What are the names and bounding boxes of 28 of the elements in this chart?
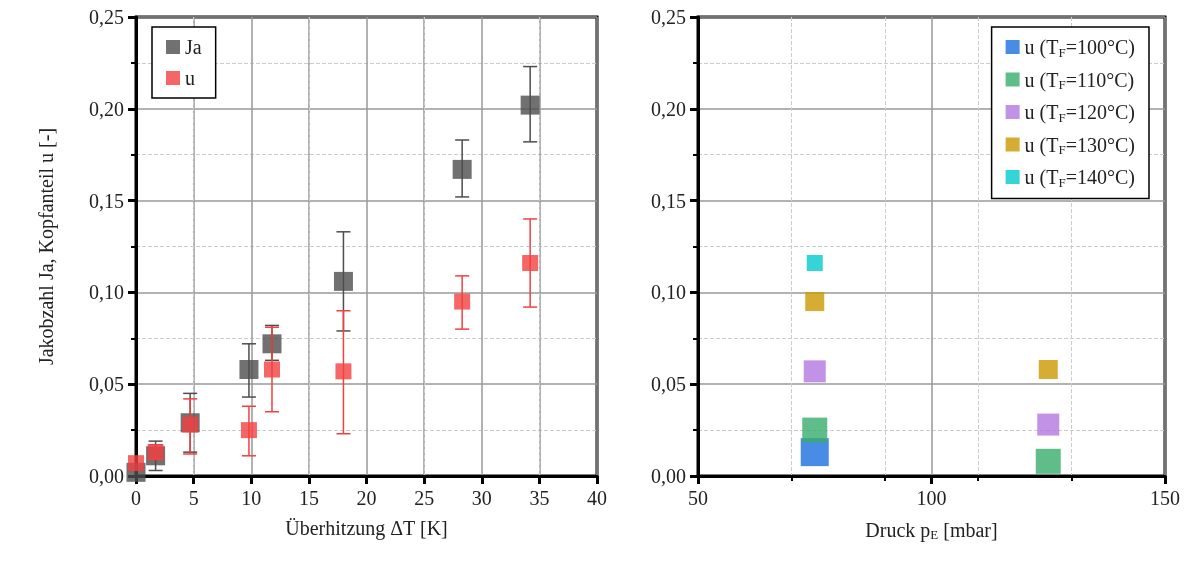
y-tick-label: 0,00 bbox=[89, 465, 124, 487]
y-axis-title: Jakobzahl Ja, Kopfanteil u [-] bbox=[35, 127, 58, 366]
x-tick-label: 0 bbox=[131, 487, 141, 509]
y-tick-label: 0,15 bbox=[89, 189, 124, 212]
x-tick-label: 10 bbox=[241, 487, 262, 509]
x-axis-title: Überhitzung ΔT [K] bbox=[285, 517, 448, 540]
x-tick-label: 150 bbox=[1150, 487, 1180, 509]
y-tick-label: 0,20 bbox=[89, 97, 124, 120]
y-tick-label: 0,00 bbox=[651, 465, 686, 487]
y-tick-label: 0,15 bbox=[651, 189, 686, 212]
y-tick-label: 0,25 bbox=[651, 6, 686, 28]
x-tick-label: 30 bbox=[471, 487, 492, 509]
y-tick-label: 0,20 bbox=[651, 97, 686, 120]
y-tick-label: 0,10 bbox=[651, 281, 686, 304]
y-tick-label: 0,10 bbox=[89, 281, 124, 304]
x-tick-label: 15 bbox=[298, 487, 319, 509]
x-tick-label: 5 bbox=[188, 487, 199, 509]
x-tick-label: 20 bbox=[356, 487, 377, 509]
legend-label: Ja bbox=[185, 36, 202, 58]
y-tick-label: 0,25 bbox=[89, 6, 124, 28]
y-tick-label: 0,05 bbox=[89, 373, 124, 396]
x-tick-label: 50 bbox=[688, 487, 708, 509]
x-tick-label: 100 bbox=[916, 487, 947, 509]
x-tick-label: 35 bbox=[529, 487, 550, 509]
legend-label: u bbox=[185, 67, 195, 89]
y-tick-label: 0,05 bbox=[651, 373, 686, 396]
x-tick-label: 25 bbox=[414, 487, 435, 509]
x-tick-label: 40 bbox=[587, 487, 607, 509]
